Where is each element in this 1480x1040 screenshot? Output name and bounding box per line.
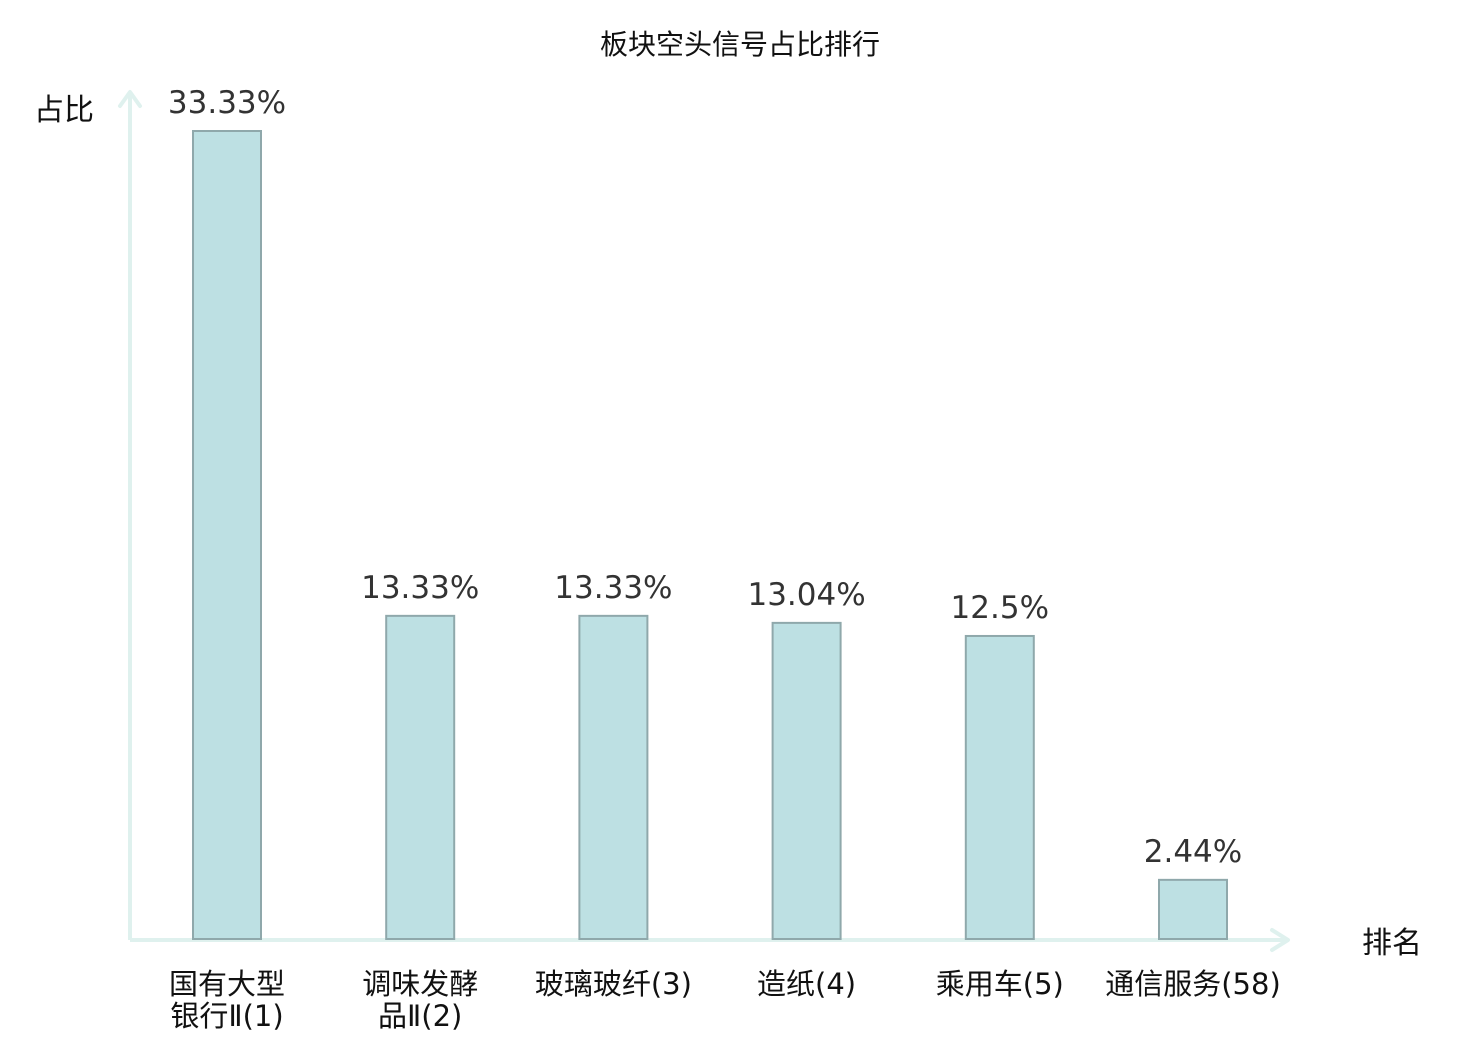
x-axis-arrow [1270, 928, 1290, 952]
data-label-4: 13.04% [747, 577, 865, 613]
bar-1 [192, 130, 262, 940]
value-labels-group: 33.33% 13.33% 13.33% 13.04% 12.5% 2.44% [168, 85, 1242, 870]
data-label-1: 33.33% [168, 85, 286, 121]
data-label-6: 2.44% [1144, 834, 1242, 870]
x-tick-label-1-line-2: 银行Ⅱ(1) [170, 999, 283, 1033]
x-tick-label-5: 乘用车(5) [936, 967, 1064, 1001]
y-axis-title: 占比 [34, 93, 94, 128]
bar-4 [771, 621, 842, 940]
bar-5 [964, 634, 1035, 941]
x-tick-label-4: 造纸(4) [757, 967, 856, 1001]
data-label-2: 13.33% [361, 570, 479, 606]
x-axis-title: 排名 [1362, 926, 1422, 961]
bar-6 [1158, 878, 1228, 941]
x-tick-label-1-line-1: 国有大型 [169, 967, 285, 1001]
x-tick-label-2-line-2: 品Ⅱ(2) [378, 999, 462, 1033]
x-tick-label-3: 玻璃玻纤(3) [535, 967, 692, 1001]
chart-title: 板块空头信号占比排行 [600, 28, 880, 61]
bar-3 [578, 614, 649, 941]
data-label-3: 13.33% [554, 570, 672, 606]
x-tick-label-6: 通信服务(58) [1105, 967, 1281, 1001]
data-label-5: 12.5% [951, 590, 1049, 626]
axes [118, 90, 1290, 952]
x-tick-label-2-line-1: 调味发酵 [362, 967, 478, 1001]
bar-2 [385, 614, 456, 941]
y-axis-arrow [118, 90, 142, 108]
bars-group [192, 130, 1228, 941]
